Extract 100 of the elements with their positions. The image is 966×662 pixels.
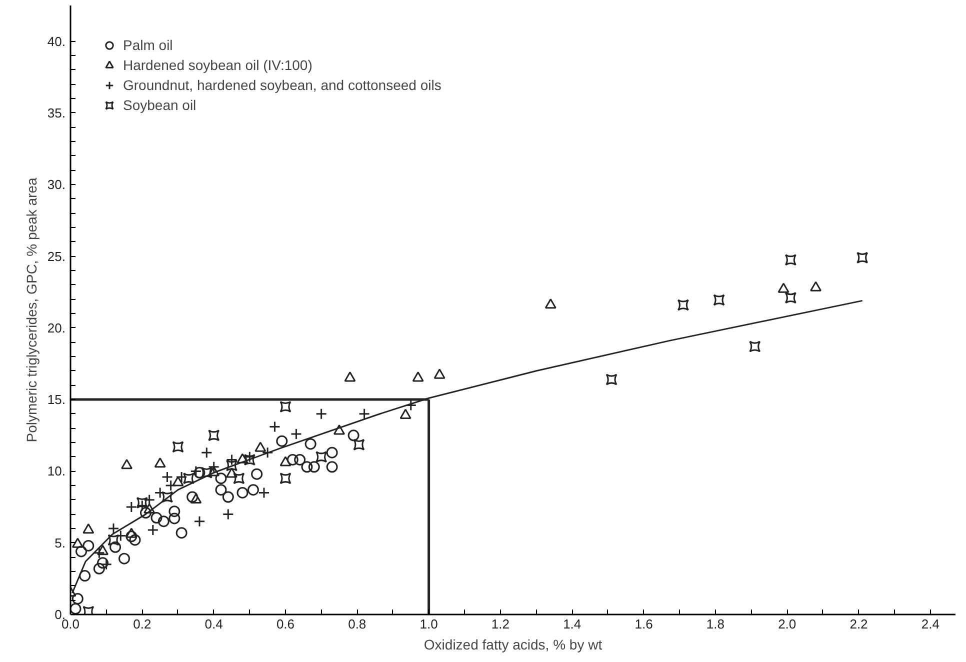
x-tick-label: 1.2 (491, 616, 510, 632)
point (190, 493, 202, 504)
x-tick-label: 1.0 (420, 616, 438, 632)
point (158, 516, 170, 528)
x-tick-label: 1.4 (563, 616, 582, 632)
x-tick-label: 0.6 (276, 616, 295, 632)
point (154, 458, 166, 468)
point (176, 527, 188, 539)
x-tick-label: 2.0 (778, 616, 796, 632)
point (856, 252, 868, 264)
point (294, 454, 306, 466)
point (326, 446, 338, 458)
point (150, 512, 162, 524)
x-tick-label: 0.8 (348, 616, 366, 632)
point (172, 476, 184, 486)
point (118, 552, 130, 564)
point (344, 372, 356, 382)
x-tick-label: 0.4 (204, 616, 223, 632)
point (200, 466, 212, 478)
x-tick-label: 2.2 (850, 616, 868, 632)
legend-label: Palm oil (123, 37, 173, 53)
x-tick-label: 0.2 (133, 616, 152, 632)
point (544, 298, 556, 309)
point (168, 512, 180, 524)
point (129, 534, 141, 546)
point (244, 454, 256, 466)
point (226, 468, 238, 478)
point (82, 540, 94, 552)
y-tick-label: 40. (47, 34, 66, 49)
point (778, 282, 790, 293)
point (810, 281, 822, 292)
point (606, 374, 618, 386)
y-tick-label: 5. (54, 535, 66, 550)
point (96, 544, 108, 556)
point (96, 557, 108, 569)
point (126, 530, 138, 542)
point (333, 424, 345, 435)
point (222, 491, 234, 503)
point (348, 430, 360, 442)
point (400, 408, 412, 419)
point (208, 466, 220, 476)
point (784, 292, 796, 304)
point (247, 484, 259, 496)
point (713, 294, 725, 306)
point (182, 472, 194, 484)
point (233, 472, 245, 484)
point (136, 496, 148, 508)
legend-label: Groundnut, hardened soybean, and cottonseed oils (123, 77, 442, 93)
x-tick-label: 0.0 (61, 616, 80, 632)
point (208, 430, 220, 442)
point (353, 438, 365, 450)
y-axis-title: Polymeric triglycerides, GPC, % peak area (23, 178, 40, 442)
point (82, 523, 94, 534)
point (144, 503, 156, 514)
x-tick-label: 1.6 (634, 616, 653, 632)
point (110, 541, 122, 553)
point (286, 454, 298, 466)
point (172, 441, 184, 453)
legend-label: Soybean oil (123, 97, 196, 113)
point (251, 468, 263, 480)
y-tick-label: 25. (47, 248, 66, 264)
point (168, 506, 180, 518)
point (434, 368, 446, 379)
point (79, 570, 91, 582)
x-axis-title: Oxidized fatty acids, % by wt (424, 636, 602, 652)
point (72, 593, 84, 604)
point (254, 442, 266, 452)
point (280, 400, 292, 412)
point (215, 484, 227, 496)
y-tick-label: 15. (47, 392, 66, 408)
point (186, 491, 198, 503)
point (140, 507, 152, 518)
point (326, 461, 338, 473)
y-tick-label: 30. (47, 177, 66, 192)
point (301, 461, 313, 473)
point (316, 451, 328, 463)
y-tick-label: 35. (47, 105, 66, 120)
point (108, 534, 120, 546)
x-tick-label: 2.4 (921, 616, 940, 632)
point (280, 472, 292, 484)
point (70, 603, 82, 614)
point (308, 461, 320, 473)
point (161, 491, 173, 503)
point (236, 486, 248, 498)
point (76, 546, 87, 558)
point (276, 435, 288, 447)
point (194, 466, 206, 478)
point (280, 456, 292, 466)
y-tick-label: 10. (47, 464, 66, 479)
point (215, 472, 227, 484)
point (749, 340, 761, 352)
point (784, 254, 796, 266)
x-tick-label: 1.8 (706, 616, 724, 632)
y-tick-label: 20. (47, 320, 66, 336)
legend-label: Hardened soybean oil (IV:100) (123, 57, 312, 73)
point (126, 528, 138, 538)
point (121, 458, 133, 470)
point (72, 538, 84, 548)
point (226, 460, 238, 472)
point (304, 438, 316, 450)
